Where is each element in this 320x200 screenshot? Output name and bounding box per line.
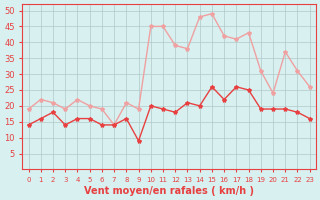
X-axis label: Vent moyen/en rafales ( km/h ): Vent moyen/en rafales ( km/h ) [84, 186, 254, 196]
